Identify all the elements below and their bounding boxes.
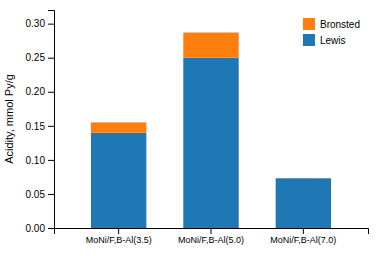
plot: 0.00 0.05 0.10 0.15 0.20 0.25 0.30 MoNi/F,B-Al(… (26, 11, 369, 246)
legend-item: Bronsted (303, 18, 360, 30)
x-tick-label: MoNi/F,B-Al(5.0) (178, 235, 244, 245)
y-tick-mark (48, 160, 54, 161)
bars (91, 32, 331, 228)
x-tick-mark (303, 228, 304, 234)
y-tick: 0.20 (26, 86, 54, 97)
y-tick-mark (48, 92, 54, 93)
y-tick: 0.30 (26, 18, 54, 29)
y-axis: 0.00 0.05 0.10 0.15 0.20 0.25 0.30 (26, 11, 55, 234)
y-tick-mark (48, 228, 54, 229)
y-tick-mark (48, 58, 54, 59)
bar (91, 133, 146, 228)
chart: 0.00 0.05 0.10 0.15 0.20 0.25 0.30 MoNi/F,B-Al(… (0, 0, 378, 256)
series-bars (91, 58, 331, 228)
y-tick: 0.15 (26, 121, 54, 132)
y-tick-label: 0.25 (26, 52, 46, 63)
legend-label: Bronsted (320, 19, 360, 30)
y-tick-mark (48, 24, 54, 25)
y-tick-label: 0.00 (26, 223, 46, 234)
series-bars (91, 32, 239, 132)
y-tick-mark (48, 194, 54, 195)
y-tick-label: 0.10 (26, 155, 46, 166)
y-axis-title: Acidity, mmol Py/g (3, 74, 15, 164)
y-tick: 0.10 (26, 155, 54, 166)
y-tick-mark (48, 126, 54, 127)
y-tick-label: 0.15 (26, 121, 46, 132)
bar (183, 32, 238, 57)
y-tick: 0.25 (26, 52, 54, 63)
y-tick: 0.00 (26, 223, 54, 234)
legend-label: Lewis (320, 35, 346, 46)
x-axis: MoNi/F,B-Al(3.5) MoNi/F,B-Al(5.0) MoNi/F,B… (55, 228, 369, 245)
bar (183, 58, 238, 228)
legend-swatch (303, 18, 315, 30)
legend-item: Lewis (303, 34, 346, 46)
x-tick: MoNi/F,B-Al(7.0) (270, 228, 336, 245)
y-tick-label: 0.30 (26, 18, 46, 29)
x-tick-mark (211, 228, 212, 234)
bar (91, 122, 146, 132)
y-tick-label: 0.05 (26, 189, 46, 200)
x-tick-mark (118, 228, 119, 234)
y-tick: 0.05 (26, 189, 54, 200)
legend-swatch (303, 34, 315, 46)
bar (276, 178, 331, 228)
y-tick-label: 0.20 (26, 86, 46, 97)
x-tick-label: MoNi/F,B-Al(7.0) (270, 235, 336, 245)
x-axis-line (55, 229, 369, 235)
y-axis-line (48, 11, 55, 229)
bar (276, 178, 331, 179)
x-tick-label: MoNi/F,B-Al(3.5) (86, 235, 152, 245)
legend: Bronsted Lewis (303, 18, 360, 46)
x-tick: MoNi/F,B-Al(5.0) (178, 228, 244, 245)
x-tick: MoNi/F,B-Al(3.5) (86, 228, 152, 245)
